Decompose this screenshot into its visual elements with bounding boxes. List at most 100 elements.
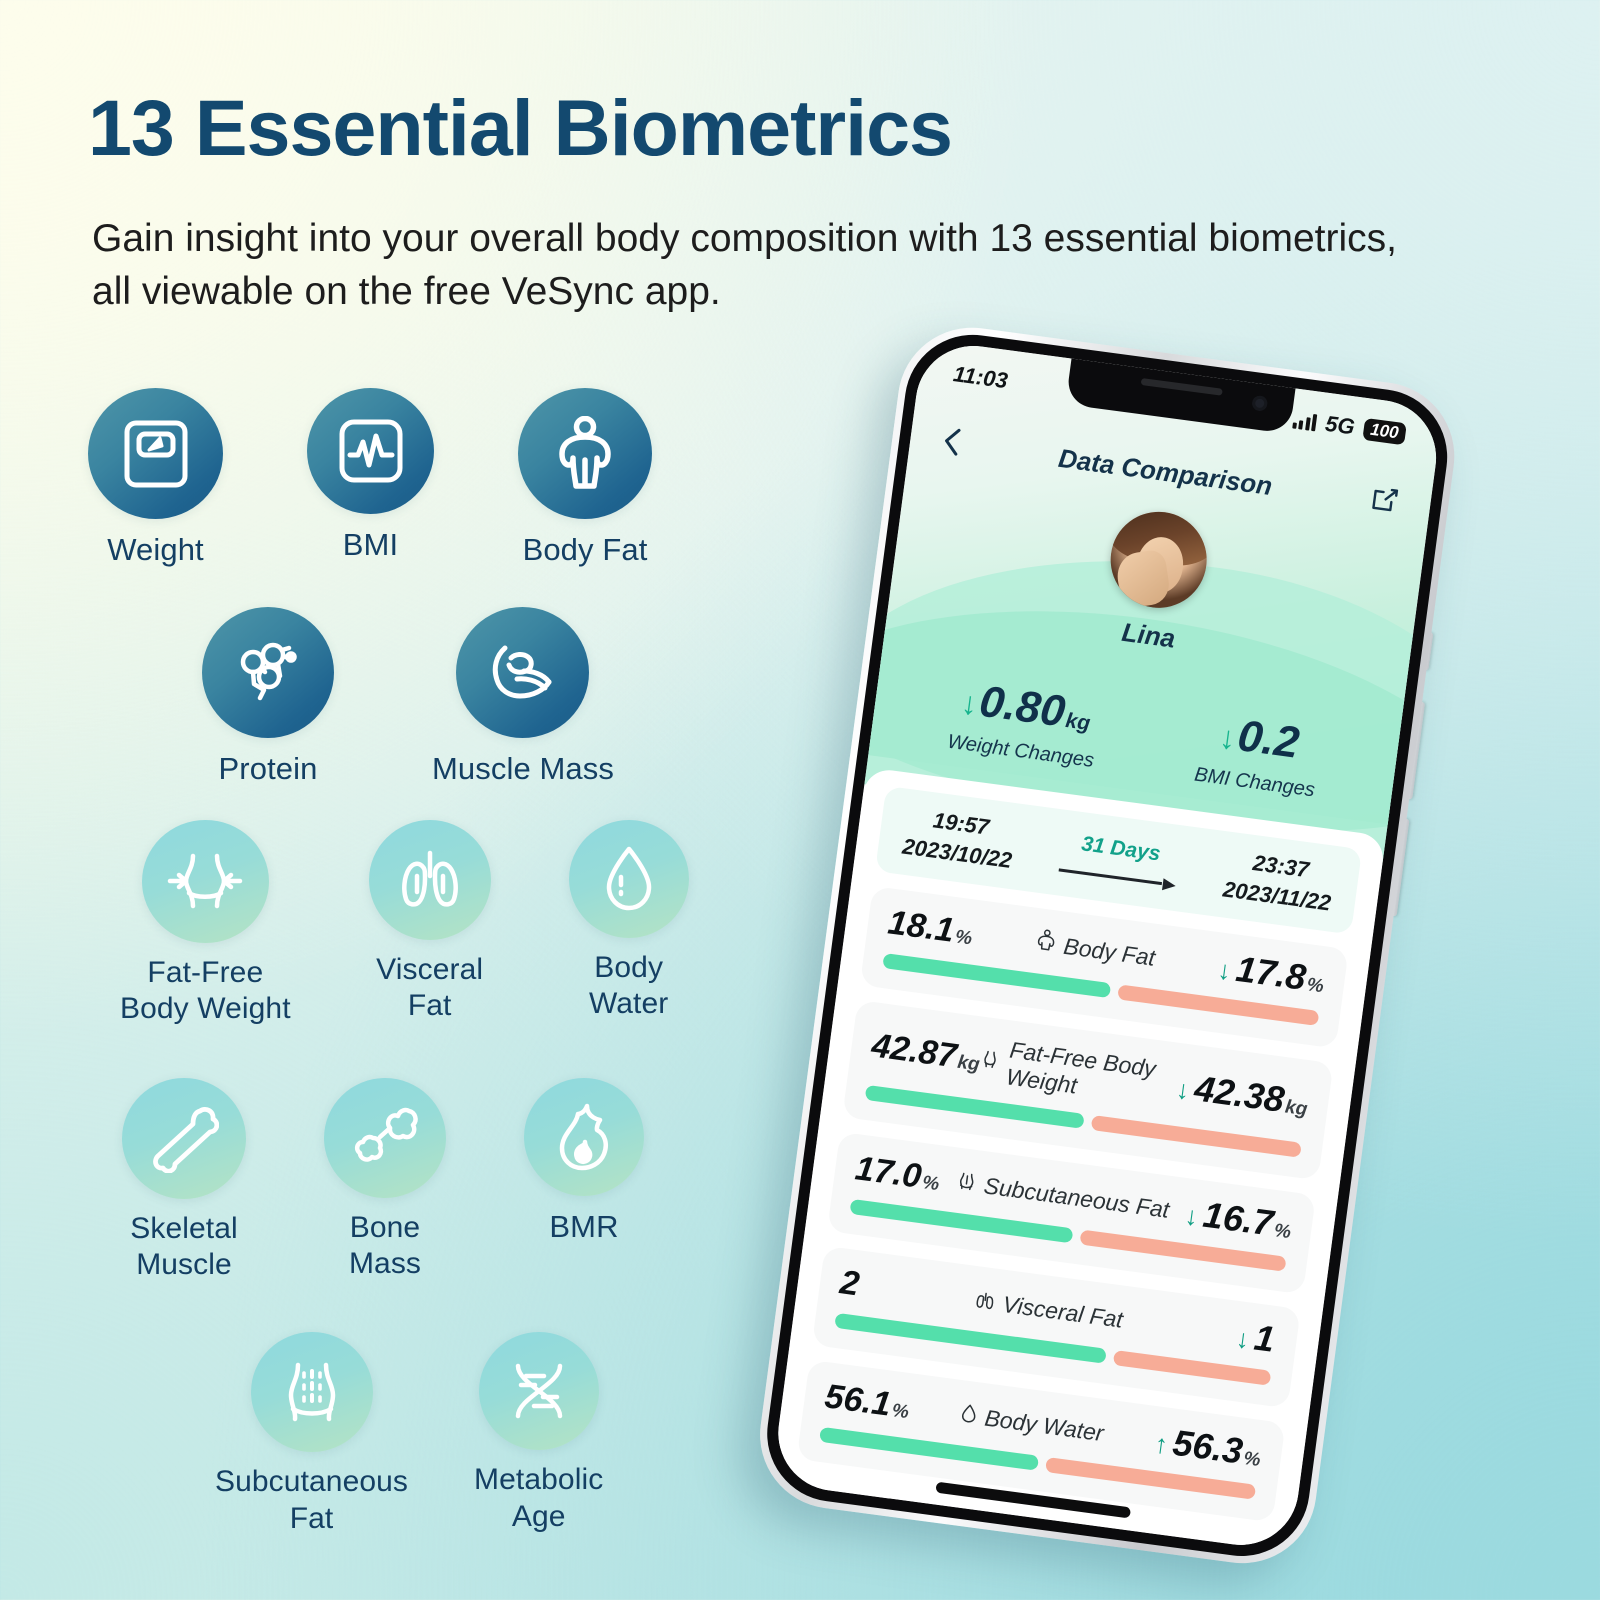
- flexed-arm-icon: [456, 606, 590, 738]
- biometric-label: Subcutaneous Fat: [215, 1465, 409, 1535]
- metric-name-group: Visceral Fat: [973, 1287, 1125, 1333]
- metric-left-value: 17.0: [853, 1149, 924, 1196]
- page-subtitle: Gain insight into your overall body comp…: [92, 217, 1397, 314]
- biometric-label: Visceral Fat: [376, 952, 484, 1023]
- metric-right-unit: %: [1305, 974, 1326, 998]
- biometric-weight: Weight: [88, 388, 223, 569]
- biometrics-row-5: Subcutaneous Fat Metabolic Age: [0, 1332, 730, 1537]
- biometric-fat-free-body-weight: Fat-Free Body Weight: [120, 819, 291, 1028]
- metric-name-group: Subcutaneous Fat: [955, 1168, 1171, 1223]
- app-navbar: Data Comparison: [907, 410, 1434, 535]
- metric-name-group: Body Fat: [1034, 928, 1157, 972]
- share-icon[interactable]: [1368, 483, 1400, 519]
- page-title: 13 Essential Biometrics: [88, 83, 953, 172]
- phone-mockup: 11:03 5G 100 Data Comparison: [525, 280, 1520, 1600]
- biometric-label: Muscle Mass: [432, 750, 614, 786]
- metric-name-group: Fat-Free Body Weight: [977, 1033, 1181, 1113]
- phone-bezel: 11:03 5G 100 Data Comparison: [758, 326, 1456, 1565]
- metric-right-value: 17.8: [1233, 947, 1309, 998]
- avatar[interactable]: [1104, 505, 1213, 614]
- biometric-bone-mass: Bone Mass: [324, 1077, 446, 1284]
- metric-bar-after: [1112, 1349, 1272, 1386]
- biometric-label: BMI: [342, 527, 399, 562]
- waist-arrows-icon: [141, 819, 269, 943]
- down-arrow-icon: ↓: [959, 684, 980, 722]
- network-label: 5G: [1323, 410, 1357, 440]
- phone-frame: 11:03 5G 100 Data Comparison: [750, 318, 1464, 1573]
- metric-row[interactable]: 18.1 % Body Fat: [859, 885, 1349, 1049]
- metric-left-unit: %: [921, 1172, 941, 1196]
- biometric-bmi: BMI: [307, 388, 434, 569]
- biometric-label: Skeletal Muscle: [130, 1211, 238, 1282]
- biometric-body-water: Body Water: [568, 819, 689, 1028]
- biometric-body-fat: Body Fat: [518, 388, 652, 569]
- signal-bars-icon: [1292, 411, 1318, 431]
- flame-icon: [524, 1077, 644, 1196]
- biometric-label: BMR: [549, 1208, 619, 1244]
- date-range-duration: 31 Days: [1058, 830, 1181, 891]
- bone-icon: [122, 1077, 246, 1199]
- metric-right-unit: %: [1272, 1220, 1293, 1244]
- metric-left-value: 2: [837, 1263, 862, 1304]
- metric-left-unit: %: [953, 926, 974, 950]
- biometric-skeletal-muscle: Skeletal Muscle: [122, 1077, 246, 1284]
- phone-screen: 11:03 5G 100 Data Comparison: [771, 338, 1444, 1553]
- duration-label: 31 Days: [1080, 832, 1162, 866]
- date-range-end: 23:37 2023/11/22: [1221, 847, 1336, 917]
- metric-row[interactable]: 42.87 kg Fat-Free Body Weig: [842, 999, 1334, 1181]
- metric-left-unit: %: [890, 1400, 911, 1424]
- biometric-label: Body Fat: [522, 532, 648, 567]
- chevron-left-icon[interactable]: [940, 425, 962, 462]
- biometric-label: Weight: [107, 532, 204, 567]
- metric-right-value: 42.38: [1192, 1067, 1287, 1121]
- metric-left-value: 18.1: [885, 903, 957, 950]
- up-arrow-icon: ↑: [1152, 1428, 1170, 1460]
- metric-name: Body Water: [983, 1404, 1106, 1446]
- metric-right-value: 1: [1251, 1316, 1278, 1360]
- metric-name-group: Body Water: [959, 1401, 1105, 1447]
- stat-bmi-changes: ↓ 0.2 BMI Changes: [1193, 709, 1323, 802]
- molecule-icon: [202, 606, 334, 738]
- subcutaneous-fat-icon: [955, 1168, 978, 1197]
- biometric-metabolic-age: Metabolic Age: [474, 1332, 603, 1537]
- biometric-label: Metabolic Age: [474, 1463, 604, 1533]
- joint-bones-icon: [324, 1077, 446, 1198]
- torso-fat-icon: [250, 1332, 373, 1452]
- biometrics-grid: Weight BMI Body Fat: [0, 388, 730, 1537]
- metric-row[interactable]: 56.1 % Body Water: [796, 1359, 1286, 1523]
- metric-row[interactable]: 17.0 % Subcutaneous Fat: [826, 1131, 1316, 1295]
- biometrics-row-1: Weight BMI Body Fat: [0, 388, 730, 569]
- scale-icon: [88, 388, 223, 519]
- metric-left-unit: kg: [956, 1051, 981, 1076]
- comparison-sheet: 19:57 2023/10/22 31 Days 23:37 2023/11/2…: [771, 767, 1387, 1553]
- body-water-icon: [959, 1401, 978, 1430]
- down-arrow-icon: ↓: [1174, 1073, 1192, 1106]
- biometric-muscle-mass: Muscle Mass: [432, 606, 614, 788]
- biometric-visceral-fat: Visceral Fat: [368, 819, 491, 1028]
- biometric-label: Body Water: [588, 950, 669, 1021]
- fat-free-weight-icon: [978, 1046, 1001, 1075]
- avatar-arm: [1113, 548, 1172, 610]
- metric-name: Body Fat: [1062, 932, 1157, 971]
- stat-value: 0.80: [976, 676, 1069, 737]
- date-range-start: 19:57 2023/10/22: [901, 804, 1018, 874]
- heartbeat-chart-icon: [307, 388, 434, 514]
- biometrics-row-3: Fat-Free Body Weight Visceral Fat: [0, 819, 730, 1028]
- metric-row[interactable]: 2: [811, 1245, 1301, 1409]
- dna-icon: [478, 1332, 599, 1450]
- metric-left-value: 42.87: [869, 1026, 959, 1076]
- down-arrow-icon: ↓: [1234, 1323, 1252, 1355]
- metric-name: Visceral Fat: [1001, 1290, 1125, 1333]
- biometric-subcutaneous-fat: Subcutaneous Fat: [215, 1332, 408, 1537]
- metric-right-value: 56.3: [1170, 1421, 1246, 1472]
- water-drop-icon: [568, 819, 689, 938]
- biometric-label: Protein: [218, 750, 318, 786]
- status-time: 11:03: [951, 361, 1010, 394]
- down-arrow-icon: ↓: [1216, 954, 1233, 986]
- down-arrow-icon: ↓: [1217, 718, 1239, 757]
- down-arrow-icon: ↓: [1183, 1200, 1201, 1232]
- lungs-icon: [368, 819, 491, 940]
- metric-left-value: 56.1: [822, 1377, 894, 1424]
- body-fat-icon: [1034, 928, 1058, 958]
